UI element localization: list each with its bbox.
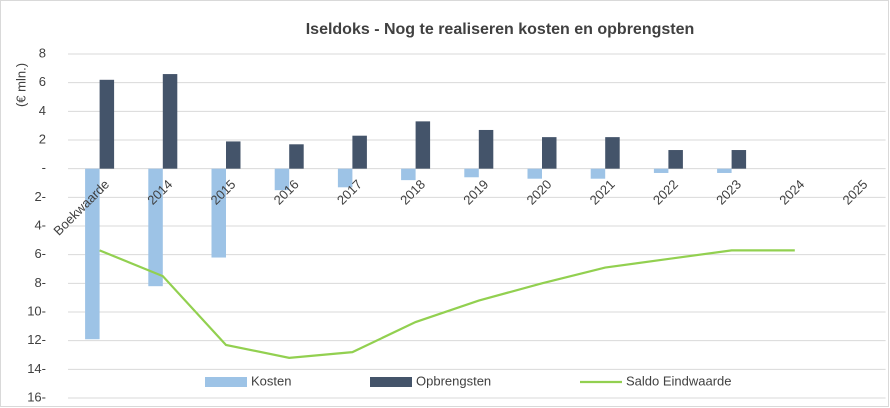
bar [211,168,226,258]
y-tick-label: 10- [27,303,46,318]
bar [85,168,100,340]
y-tick-label: 8- [34,275,46,290]
legend-label: Saldo Eindwaarde [626,373,732,388]
chart-title: Iseldoks - Nog te realiseren kosten en o… [306,21,695,38]
line-series [99,249,795,359]
legend-swatch [205,377,247,387]
y-tick-label: - [42,160,46,175]
bar [99,79,115,169]
bar [289,144,304,169]
legend-swatch [370,377,412,387]
y-tick-label: 8 [39,45,46,60]
bar [605,137,620,169]
bar [731,150,747,169]
bar [668,150,683,169]
bar [527,168,542,179]
y-tick-label: 4- [34,217,46,232]
bar [337,168,353,188]
y-tick-label: 2 [39,131,46,146]
y-tick-label: 12- [27,332,46,347]
y-tick-label: 6 [39,74,46,89]
bar [464,168,479,178]
bar [352,135,367,169]
bar [226,141,241,169]
y-tick-label: 2- [34,189,46,204]
y-axis-label: (€ mln.) [13,63,28,107]
legend-label: Opbrengsten [416,373,491,388]
bar [717,168,732,173]
bar [148,168,163,287]
y-tick-label: 14- [27,361,46,376]
bar [542,137,557,169]
bar [478,129,494,169]
legend-label: Kosten [251,373,291,388]
bar [590,168,606,179]
y-tick-label: 4 [39,103,46,118]
bar [415,121,431,169]
y-tick-label: 6- [34,246,46,261]
bar [401,168,416,181]
bar [653,168,669,173]
bar [162,74,178,169]
y-tick-label: 16- [27,389,46,404]
bar [274,168,290,191]
